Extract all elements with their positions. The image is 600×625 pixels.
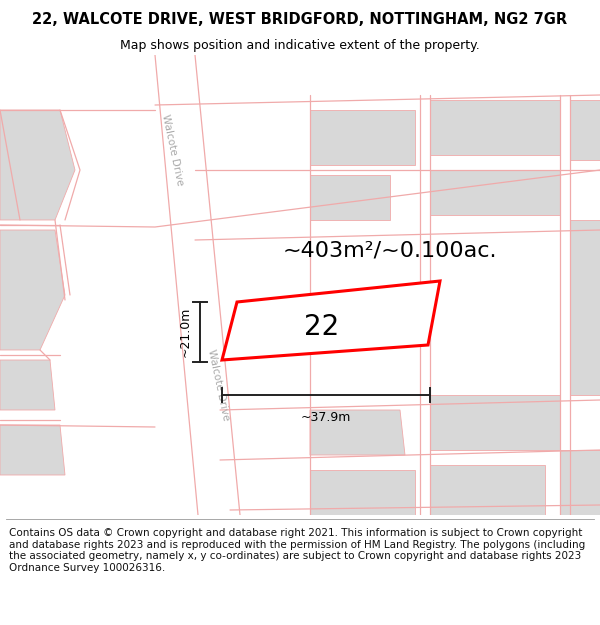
Polygon shape [310,470,415,515]
Text: 22: 22 [304,313,340,341]
Text: Map shows position and indicative extent of the property.: Map shows position and indicative extent… [120,39,480,51]
Polygon shape [0,425,65,475]
Polygon shape [310,110,415,165]
Text: ~403m²/~0.100ac.: ~403m²/~0.100ac. [283,240,497,260]
Text: Contains OS data © Crown copyright and database right 2021. This information is : Contains OS data © Crown copyright and d… [9,528,585,573]
Text: 22, WALCOTE DRIVE, WEST BRIDGFORD, NOTTINGHAM, NG2 7GR: 22, WALCOTE DRIVE, WEST BRIDGFORD, NOTTI… [32,12,568,27]
Polygon shape [570,100,600,160]
Text: Walcote Drive: Walcote Drive [160,113,184,187]
Polygon shape [430,395,560,450]
Polygon shape [0,360,55,410]
Polygon shape [430,465,545,515]
Polygon shape [560,450,600,515]
Text: ~37.9m: ~37.9m [301,411,351,424]
Polygon shape [430,170,560,215]
Polygon shape [430,100,560,155]
Polygon shape [0,110,75,220]
Text: Walcote Drive: Walcote Drive [206,348,230,422]
Polygon shape [310,410,405,455]
Polygon shape [0,230,65,350]
Text: ~21.0m: ~21.0m [179,307,192,357]
Polygon shape [310,175,390,220]
Polygon shape [222,281,440,360]
Polygon shape [570,220,600,395]
